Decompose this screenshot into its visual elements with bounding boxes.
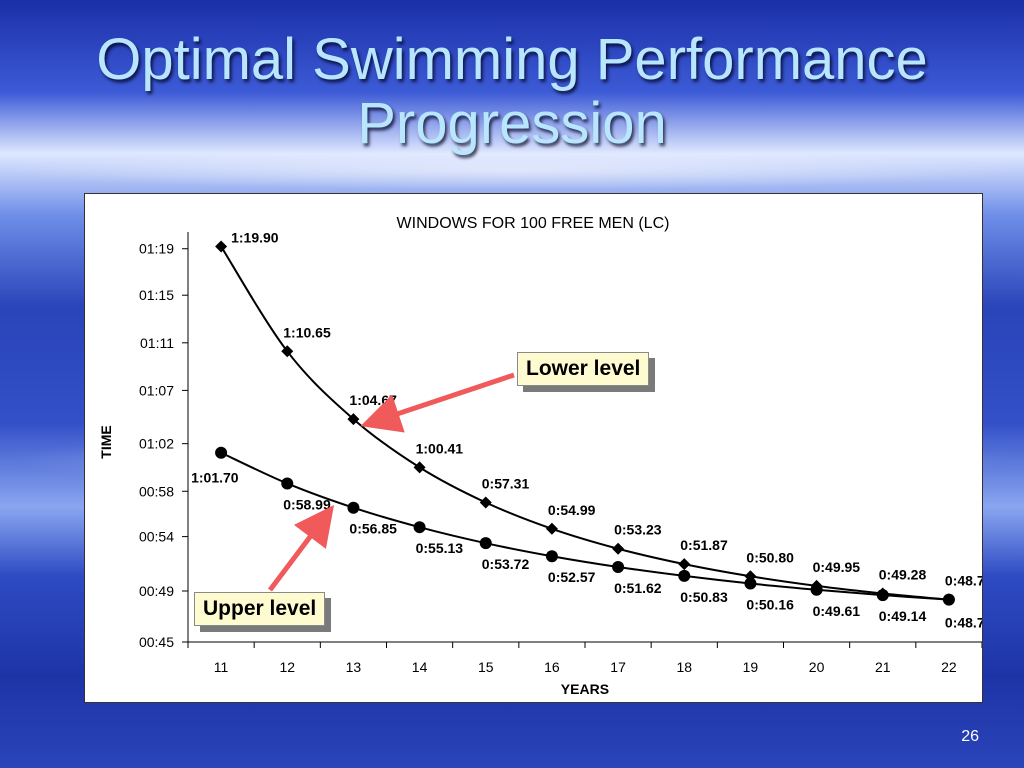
x-tick-label: 22 bbox=[941, 659, 957, 675]
x-tick-label: 20 bbox=[809, 659, 825, 675]
chart-panel: WINDOWS FOR 100 FREE MEN (LC) 00:45 00:49 0… bbox=[84, 193, 983, 703]
data-point-diamond bbox=[347, 413, 360, 426]
x-tick-label: 11 bbox=[214, 659, 229, 675]
data-point-circle bbox=[744, 577, 757, 590]
data-point-circle bbox=[942, 593, 955, 606]
data-label: 0:56.85 bbox=[349, 521, 397, 537]
y-tick-label: 01:15 bbox=[139, 287, 174, 303]
data-label: 0:48.74 bbox=[945, 573, 982, 589]
lower-level-callout: Lower level bbox=[517, 352, 650, 386]
data-label: 0:48.74 bbox=[945, 615, 982, 631]
slide-title-line-2: Progression bbox=[357, 91, 667, 156]
y-tick-label: 00:45 bbox=[139, 634, 174, 650]
data-label: 1:01.70 bbox=[191, 470, 239, 486]
data-label: 1:10.65 bbox=[283, 324, 331, 340]
x-axis-label: YEARS bbox=[561, 681, 609, 697]
data-label: 0:49.14 bbox=[879, 608, 927, 624]
data-point-diamond bbox=[678, 558, 691, 571]
data-label: 0:49.61 bbox=[813, 603, 861, 619]
data-label: 0:51.87 bbox=[680, 537, 728, 553]
data-label: 0:50.80 bbox=[746, 549, 794, 565]
y-tick-label: 01:19 bbox=[139, 241, 174, 257]
slide-title: Optimal Swimming Performance Progression bbox=[0, 28, 1024, 156]
data-point-diamond bbox=[479, 496, 492, 509]
data-label: 0:53.72 bbox=[482, 556, 530, 572]
slide-title-line-1: Optimal Swimming Performance bbox=[96, 27, 928, 92]
y-tick-label: 01:02 bbox=[139, 436, 174, 452]
y-tick-label: 00:49 bbox=[139, 583, 174, 599]
data-label: 0:57.31 bbox=[482, 475, 530, 491]
x-tick-label: 21 bbox=[875, 659, 891, 675]
series-line bbox=[220, 451, 949, 601]
data-point-circle bbox=[545, 550, 558, 563]
data-point-circle bbox=[479, 537, 492, 550]
data-point-circle bbox=[810, 583, 823, 596]
x-tick-label: 16 bbox=[544, 659, 560, 675]
data-label: 0:58.99 bbox=[283, 496, 331, 512]
data-label: 0:50.16 bbox=[746, 597, 794, 613]
background-streak bbox=[0, 150, 1024, 190]
x-tick-label: 15 bbox=[478, 659, 494, 675]
data-point-circle bbox=[347, 501, 360, 514]
y-tick-label: 01:07 bbox=[139, 382, 174, 398]
data-label: 1:04.67 bbox=[349, 392, 397, 408]
x-tick-label: 18 bbox=[676, 659, 692, 675]
data-point-circle bbox=[876, 589, 889, 602]
data-label: 0:49.28 bbox=[879, 566, 927, 582]
data-label: 0:50.83 bbox=[680, 589, 728, 605]
data-point-diamond bbox=[545, 522, 558, 535]
x-tick-label: 13 bbox=[346, 659, 362, 675]
data-point-circle bbox=[413, 521, 426, 534]
x-tick-label: 14 bbox=[412, 659, 428, 675]
data-label: 1:19.90 bbox=[231, 229, 279, 245]
data-point-diamond bbox=[281, 345, 294, 358]
y-tick-label: 00:58 bbox=[139, 483, 174, 499]
data-label: 0:52.57 bbox=[548, 569, 596, 585]
data-label: 0:53.23 bbox=[614, 522, 662, 538]
data-label: 1:00.41 bbox=[416, 440, 464, 456]
data-point-diamond bbox=[215, 240, 228, 253]
x-tick-label: 17 bbox=[610, 659, 626, 675]
page-number: 26 bbox=[961, 728, 979, 745]
data-point-diamond bbox=[612, 542, 625, 555]
data-label: 0:55.13 bbox=[416, 540, 464, 556]
chart-title: WINDOWS FOR 100 FREE MEN (LC) bbox=[397, 215, 670, 232]
x-tick-label: 12 bbox=[279, 659, 295, 675]
data-point-diamond bbox=[413, 461, 426, 474]
y-tick-label: 00:54 bbox=[139, 529, 174, 545]
upper-level-callout: Upper level bbox=[194, 592, 326, 626]
y-tick-label: 01:11 bbox=[140, 335, 174, 351]
y-axis-label: TIME bbox=[98, 425, 114, 458]
data-point-circle bbox=[281, 477, 294, 490]
data-point-circle bbox=[678, 569, 691, 582]
series-line bbox=[220, 245, 950, 601]
data-label: 0:54.99 bbox=[548, 502, 596, 518]
data-label: 0:51.62 bbox=[614, 580, 662, 596]
x-tick-label: 19 bbox=[743, 659, 759, 675]
data-point-circle bbox=[215, 446, 228, 459]
data-label: 0:49.95 bbox=[813, 559, 861, 575]
data-point-circle bbox=[612, 560, 625, 573]
